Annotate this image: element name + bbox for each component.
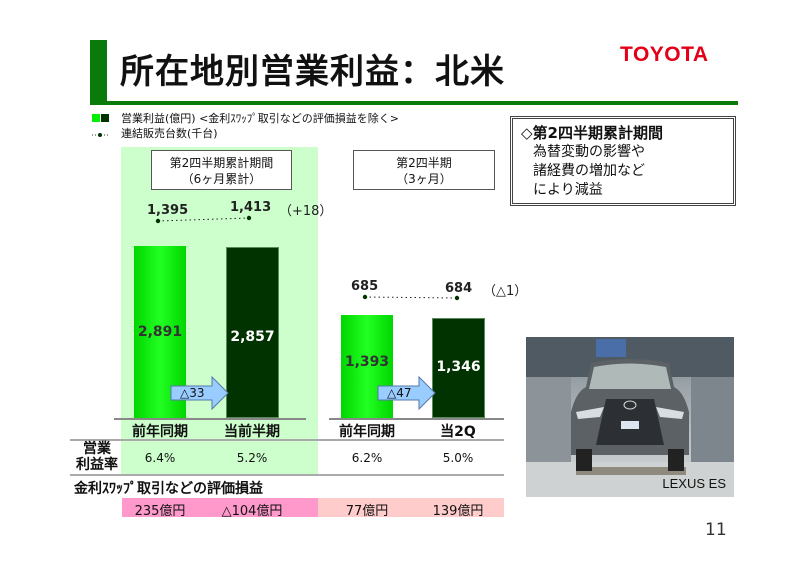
- chart1-title-line1: 第2四半期累計期間: [169, 156, 274, 170]
- chart1-swap-curr: △104億円: [221, 504, 283, 519]
- chart2-margin-curr: 5.0%: [442, 451, 474, 465]
- legend-swatch-dark-green: [101, 114, 109, 122]
- operating-margin-label: 営業 利益率: [72, 441, 122, 473]
- chart1-category-prev: 前年同期: [132, 424, 188, 440]
- chart1-bar-prev: 2,891: [134, 246, 186, 418]
- car-illustration-icon: [526, 337, 734, 497]
- photo-caption: LEXUS ES: [662, 476, 726, 491]
- chart1-swap-row: [122, 498, 318, 517]
- chart1-swap-prev: 235億円: [134, 504, 186, 519]
- chart1-bar-curr-value: 2,857: [230, 329, 275, 345]
- table-separator-top: [70, 439, 504, 441]
- chart1-change-arrow-icon: △33: [170, 376, 230, 410]
- chart2-bar-prev: 1,393: [341, 315, 393, 418]
- chart1-baseline: [114, 418, 306, 420]
- chart2-units-curr: 684: [445, 281, 473, 296]
- note-heading: ◇第2四半期累計期間: [521, 124, 663, 142]
- table-separator-bottom: [70, 474, 504, 476]
- operating-margin-label-line2: 利益率: [76, 457, 118, 473]
- chart2-bar-prev-value: 1,393: [344, 354, 390, 370]
- legend-line-marker-icon: [92, 129, 108, 137]
- title-accent-bar: [90, 40, 107, 101]
- chart2-swap-curr: 139億円: [432, 504, 484, 519]
- chart2-title-box: 第2四半期 （3ヶ月）: [353, 150, 495, 190]
- legend-swatch-light-green: [92, 114, 100, 122]
- swap-valuation-title: 金利ｽﾜｯﾌﾟ取引などの評価損益: [74, 481, 263, 497]
- chart2-bar-curr: 1,346: [432, 318, 485, 418]
- chart2-units-line: [362, 294, 460, 301]
- chart2-category-prev: 前年同期: [339, 424, 395, 440]
- legend-sales-units: 連結販売台数(千台): [92, 125, 218, 141]
- chart2-swap-prev: 77億円: [345, 504, 389, 519]
- toyota-logo: TOYOTA: [620, 43, 709, 66]
- chart1-units-prev: 1,395: [147, 203, 189, 218]
- lexus-es-photo: LEXUS ES: [526, 337, 734, 497]
- chart2-margin-prev: 6.2%: [351, 451, 383, 465]
- chart1-category-curr: 当前半期: [224, 424, 280, 440]
- chart2-units-change: （△1）: [483, 284, 528, 299]
- chart1-bar-curr: 2,857: [226, 247, 279, 418]
- legend-label-operating-income: 営業利益(億円) <金利ｽﾜｯﾌﾟ取引などの評価損益を除く>: [121, 112, 400, 125]
- chart2-category-curr: 当2Q: [440, 424, 476, 440]
- legend-label-sales-units: 連結販売台数(千台): [121, 127, 218, 140]
- chart1-bar-prev-value: 2,891: [137, 324, 183, 340]
- page-number: 11: [705, 520, 727, 540]
- note-line-1: 為替変動の影響や: [533, 144, 645, 160]
- chart1-title-line2: （6ヶ月累計）: [181, 172, 262, 186]
- chart2-swap-row: [318, 498, 504, 517]
- title-divider: [90, 101, 738, 105]
- chart2-title-line1: 第2四半期: [396, 156, 452, 170]
- chart2-change-label: △47: [387, 386, 412, 400]
- chart1-change-label: △33: [180, 386, 205, 400]
- summary-note-box: ◇第2四半期累計期間 為替変動の影響や 諸経費の増加など により減益: [510, 116, 736, 206]
- chart1-units-line: [155, 215, 252, 224]
- chart2-change-arrow-icon: △47: [377, 376, 437, 410]
- operating-margin-label-line1: 営業: [83, 441, 111, 457]
- chart1-margin-prev: 6.4%: [144, 451, 176, 465]
- chart1-title-box: 第2四半期累計期間 （6ヶ月累計）: [151, 150, 292, 190]
- chart1-units-change: （+18）: [279, 204, 333, 219]
- legend-operating-income: 営業利益(億円) <金利ｽﾜｯﾌﾟ取引などの評価損益を除く>: [92, 110, 399, 126]
- note-line-2: 諸経費の増加など: [533, 163, 645, 179]
- chart2-units-prev: 685: [351, 279, 379, 294]
- chart1-margin-curr: 5.2%: [236, 451, 268, 465]
- page-title: 所在地別営業利益：北米: [120, 52, 505, 92]
- chart1-units-curr: 1,413: [230, 200, 272, 215]
- chart2-baseline: [329, 418, 504, 420]
- chart2-title-line2: （3ヶ月）: [396, 172, 452, 186]
- chart2-bar-curr-value: 1,346: [436, 359, 481, 375]
- note-line-3: により減益: [533, 182, 603, 198]
